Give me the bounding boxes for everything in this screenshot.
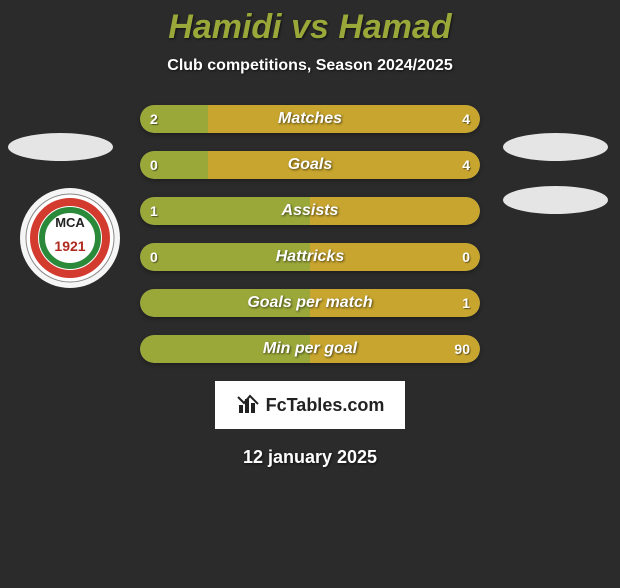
- stat-right-value: 4: [462, 151, 470, 179]
- svg-text:1921: 1921: [54, 238, 85, 254]
- chart-icon: [236, 393, 260, 417]
- stat-row: Matches2 4: [140, 105, 480, 133]
- comparison-bars: Matches24Goals04Assists1Hattricks00Goals…: [140, 105, 480, 363]
- left-player-ellipse: [8, 133, 113, 161]
- logo-text: FcTables.com: [266, 395, 385, 416]
- stat-label: Min per goal: [140, 335, 480, 363]
- stat-label: Hattricks: [140, 243, 480, 271]
- stat-left-value: 0: [150, 151, 158, 179]
- subtitle: Club competitions, Season 2024/2025: [0, 57, 620, 75]
- stat-label: Goals per match: [140, 289, 480, 317]
- stat-row: Min per goal90: [140, 335, 480, 363]
- stat-right-value: 90: [454, 335, 470, 363]
- stat-left-value: 0: [150, 243, 158, 271]
- left-club-badge: MCA 1921: [20, 188, 120, 288]
- stat-row: Assists1: [140, 197, 480, 225]
- stat-row: Goals0 4: [140, 151, 480, 179]
- stat-label: Matches: [140, 105, 480, 133]
- date-label: 12 january 2025: [0, 447, 620, 468]
- stat-label: Goals: [140, 151, 480, 179]
- page-title: Hamidi vs Hamad: [0, 8, 620, 47]
- svg-text:MCA: MCA: [55, 215, 85, 230]
- fctables-logo: FcTables.com: [215, 381, 405, 429]
- club-badge-icon: MCA 1921: [25, 193, 115, 283]
- stat-right-value: 1: [462, 289, 470, 317]
- stat-right-value: 0: [462, 243, 470, 271]
- stat-left-value: 1: [150, 197, 158, 225]
- right-player-ellipse-2: [503, 186, 608, 214]
- stat-label: Assists: [140, 197, 480, 225]
- stat-right-value: 4: [462, 105, 470, 133]
- stat-left-value: 2: [150, 105, 158, 133]
- stat-row: Hattricks0 0: [140, 243, 480, 271]
- right-player-ellipse-1: [503, 133, 608, 161]
- stat-row: Goals per match1: [140, 289, 480, 317]
